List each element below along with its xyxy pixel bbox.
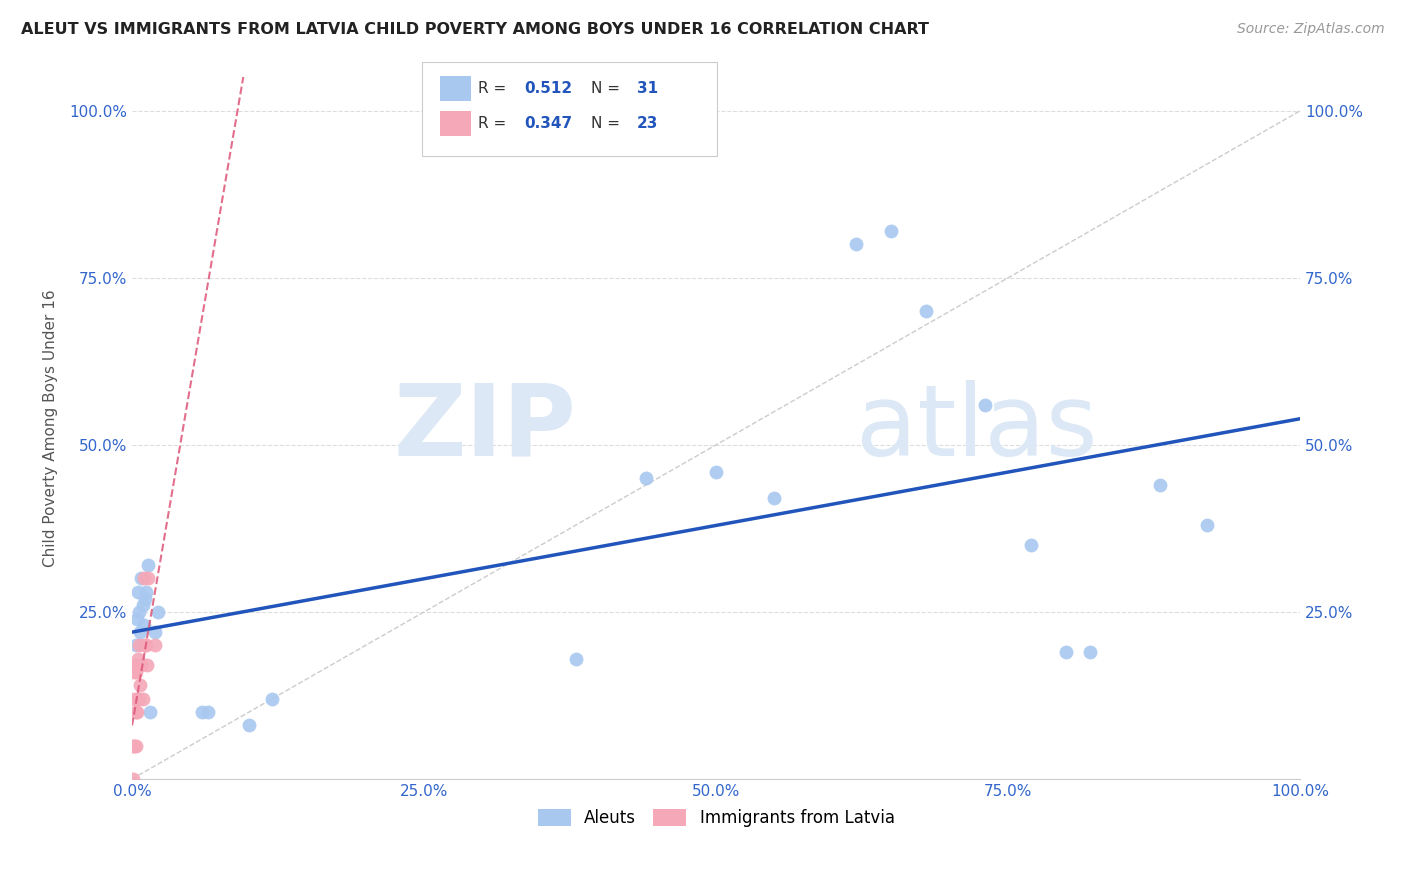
Point [145, 624, 167, 639]
Point [145, 638, 167, 652]
Text: R =: R = [478, 117, 506, 131]
Point [131, 598, 153, 612]
Point [122, 739, 145, 753]
Point [132, 572, 155, 586]
Point [197, 705, 219, 719]
Text: ZIP: ZIP [394, 380, 576, 476]
Point [124, 739, 146, 753]
Point [129, 624, 152, 639]
Text: ALEUT VS IMMIGRANTS FROM LATVIA CHILD POVERTY AMONG BOYS UNDER 16 CORRELATION CH: ALEUT VS IMMIGRANTS FROM LATVIA CHILD PO… [21, 22, 929, 37]
Point [915, 304, 938, 318]
Point [1021, 538, 1043, 552]
Point [124, 665, 146, 679]
Point [128, 605, 150, 619]
Point [880, 224, 903, 238]
Point [124, 638, 146, 652]
Point [1195, 518, 1218, 533]
Point [262, 691, 284, 706]
Point [124, 691, 146, 706]
Text: 31: 31 [637, 81, 658, 95]
Point [122, 772, 145, 786]
Point [125, 611, 148, 625]
Point [124, 665, 146, 679]
Point [238, 718, 260, 732]
Point [128, 691, 150, 706]
Point [127, 691, 149, 706]
Point [146, 605, 169, 619]
Text: R =: R = [478, 81, 506, 95]
Text: 0.347: 0.347 [524, 117, 572, 131]
Point [129, 678, 152, 692]
Point [134, 638, 156, 652]
Point [135, 585, 157, 599]
Point [704, 465, 727, 479]
Text: N =: N = [591, 81, 620, 95]
Point [131, 658, 153, 673]
Point [138, 572, 160, 586]
Point [973, 398, 995, 412]
Text: atlas: atlas [856, 380, 1098, 476]
Point [124, 705, 146, 719]
Point [132, 618, 155, 632]
Point [191, 705, 214, 719]
Point [125, 658, 148, 673]
Point [1149, 478, 1171, 492]
Point [131, 572, 153, 586]
Point [1054, 645, 1077, 659]
Point [634, 471, 657, 485]
Point [131, 691, 153, 706]
Point [136, 658, 159, 673]
Point [125, 705, 148, 719]
Text: Source: ZipAtlas.com: Source: ZipAtlas.com [1237, 22, 1385, 37]
Point [135, 638, 157, 652]
Point [1078, 645, 1101, 659]
Point [138, 558, 160, 573]
Point [134, 591, 156, 606]
Point [138, 705, 160, 719]
Text: 23: 23 [637, 117, 658, 131]
Point [128, 638, 150, 652]
Point [127, 585, 149, 599]
Legend: Aleuts, Immigrants from Latvia: Aleuts, Immigrants from Latvia [531, 802, 901, 834]
Point [565, 651, 588, 665]
Text: 0.512: 0.512 [524, 81, 572, 95]
Point [124, 739, 146, 753]
Y-axis label: Child Poverty Among Boys Under 16: Child Poverty Among Boys Under 16 [44, 289, 58, 567]
Point [845, 237, 868, 252]
Point [763, 491, 786, 506]
Text: N =: N = [591, 117, 620, 131]
Point [127, 651, 149, 665]
